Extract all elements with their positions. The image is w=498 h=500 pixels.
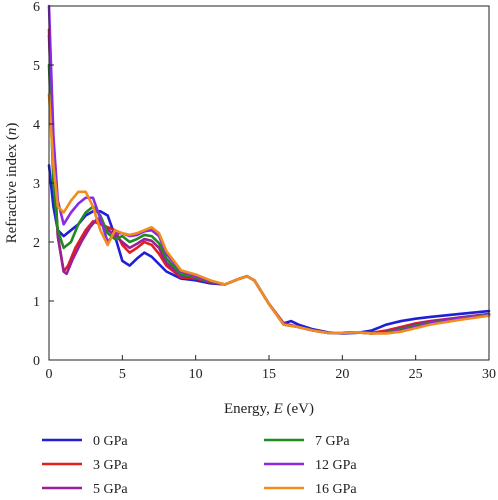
legend: 0 GPa 3 GPa 5 GPa 7 GPa 12 GPa 16 GPa (42, 434, 357, 497)
series-line-5 (47, 4, 491, 335)
legend-label: 16 GPa (315, 482, 357, 497)
series-line-4 (47, 63, 491, 335)
axes: 0 5 10 15 20 25 30 0 1 2 3 4 5 6 Energy, E (eV) Refract… (4, 0, 496, 417)
y-tick-label: 3 (33, 177, 40, 192)
x-tick-label: 15 (262, 367, 276, 382)
y-tick-label: 0 (33, 354, 40, 369)
plot-frame (48, 5, 490, 361)
series-line-3 (47, 34, 491, 335)
x-tick-label: 30 (482, 367, 496, 382)
y-tick-label: 6 (33, 0, 40, 15)
legend-label: 7 GPa (315, 434, 350, 449)
y-tick-label: 1 (33, 295, 40, 310)
plot-area (47, 4, 491, 335)
y-tick-label: 5 (33, 59, 40, 74)
x-axis-title: Energy, E (eV) (224, 401, 314, 417)
y-axis-title: Refractive index (n) (4, 123, 20, 244)
legend-label: 3 GPa (93, 458, 128, 473)
legend-label: 12 GPa (315, 458, 357, 473)
x-tick-label: 5 (119, 367, 126, 382)
series-line-2 (47, 28, 491, 335)
legend-label: 0 GPa (93, 434, 128, 449)
x-tick-label: 20 (335, 367, 349, 382)
x-tick-label: 0 (46, 367, 53, 382)
legend-label: 5 GPa (93, 482, 128, 497)
x-tick-label: 10 (189, 367, 203, 382)
y-tick-label: 2 (33, 236, 40, 251)
x-tick-label: 25 (409, 367, 423, 382)
series-line-6 (47, 93, 491, 335)
series-line-1 (47, 164, 491, 335)
y-tick-label: 4 (33, 118, 40, 133)
